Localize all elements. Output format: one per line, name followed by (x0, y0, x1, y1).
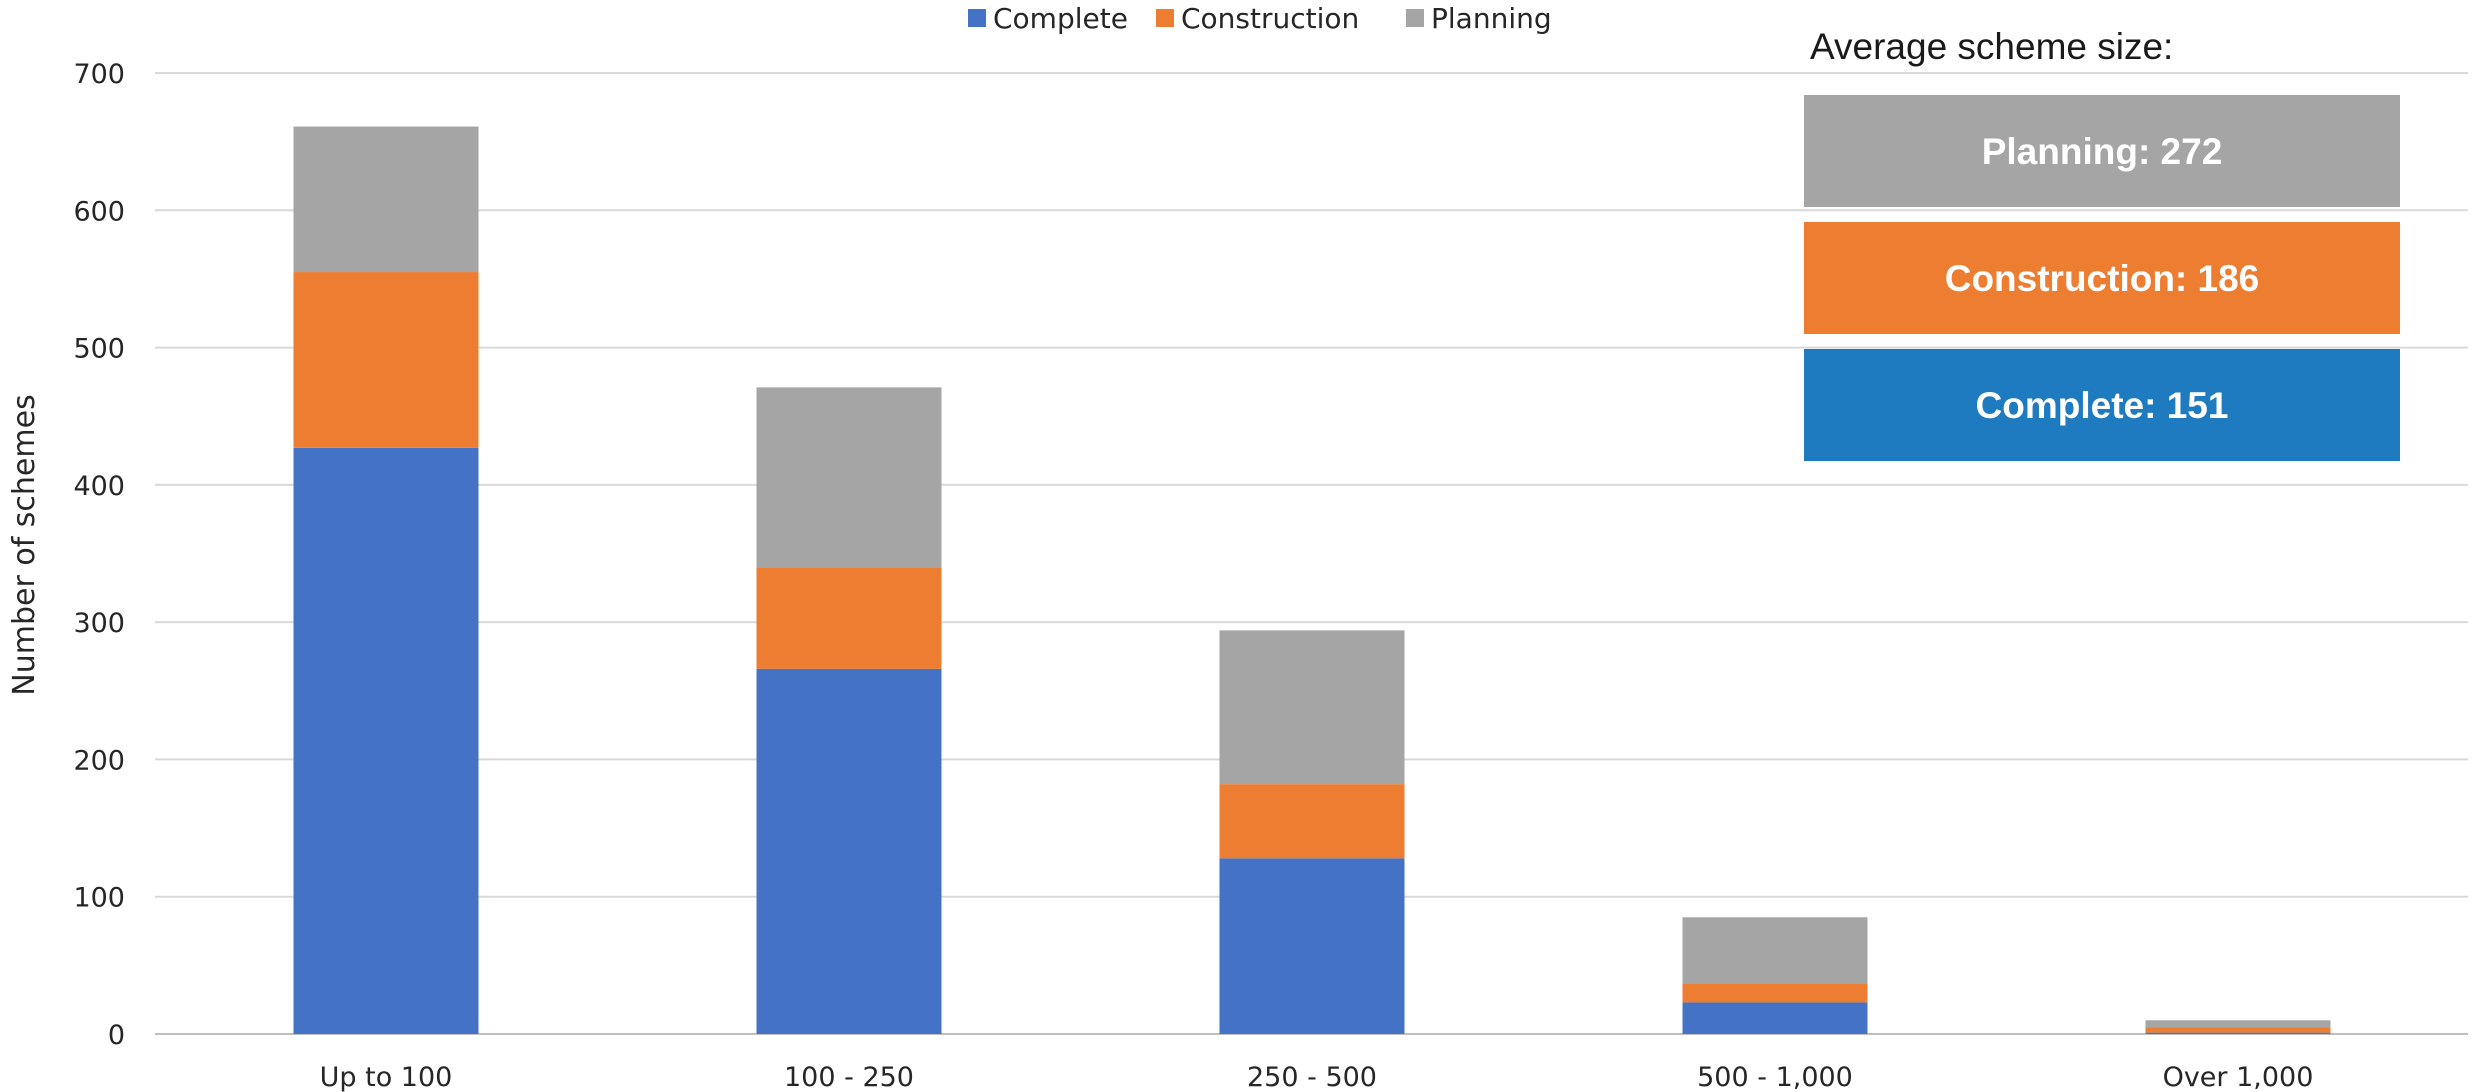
panel-box-label: Planning: 272 (1982, 131, 2223, 172)
bar-complete-1 (293, 447, 479, 1034)
x-tick-label: 100 - 250 (784, 1062, 914, 1092)
y-tick-label: 400 (73, 471, 125, 502)
x-tick-label: 500 - 1,000 (1697, 1062, 1853, 1092)
y-tick-label: 300 (73, 608, 125, 639)
y-axis-tick-labels: 0 100 200 300 400 500 600 700 (73, 59, 125, 1051)
bar-planning-4 (1682, 917, 1868, 984)
panel-box-1 (1804, 95, 2400, 207)
bar-construction-3 (1219, 784, 1405, 859)
legend-swatch-planning (1406, 9, 1424, 27)
y-axis-title: Number of schemes (7, 394, 42, 695)
x-tick-label: Over 1,000 (2163, 1062, 2314, 1092)
y-tick-label: 700 (73, 59, 125, 90)
legend-label-construction: Construction (1181, 2, 1359, 35)
panel-box-label: Construction: 186 (1945, 258, 2260, 299)
legend-label-complete: Complete (993, 2, 1128, 35)
panel-box-3 (1804, 349, 2400, 461)
panel-box-2 (1804, 222, 2400, 334)
legend-swatch-complete (968, 9, 986, 27)
legend: Complete Construction Planning (968, 2, 1552, 35)
y-tick-label: 200 (73, 745, 125, 776)
y-tick-label: 0 (108, 1020, 125, 1051)
bar-construction-5 (2145, 1027, 2331, 1033)
bar-complete-5 (2145, 1032, 2331, 1034)
average-scheme-size-panel: Average scheme size: Planning: 272 Constr… (1804, 26, 2400, 461)
y-tick-label: 100 (73, 883, 125, 914)
bar-construction-2 (756, 567, 942, 669)
y-tick-label: 600 (73, 196, 125, 227)
legend-swatch-construction (1156, 9, 1174, 27)
panel-boxes: Planning: 272 Construction: 186 Complete: … (1804, 95, 2400, 461)
bars (293, 126, 2331, 1034)
bar-planning-5 (2145, 1020, 2331, 1028)
panel-title: Average scheme size: (1810, 26, 2173, 67)
bar-planning-3 (1219, 630, 1405, 785)
x-tick-label: 250 - 500 (1247, 1062, 1377, 1092)
x-tick-label: Up to 100 (320, 1062, 453, 1092)
bar-construction-4 (1682, 983, 1868, 1003)
bar-complete-4 (1682, 1002, 1868, 1034)
y-tick-label: 500 (73, 334, 125, 365)
bar-construction-1 (293, 272, 479, 448)
bar-planning-2 (756, 387, 942, 568)
bar-complete-3 (1219, 858, 1405, 1034)
panel-box-label: Complete: 151 (1976, 385, 2229, 426)
bar-planning-1 (293, 126, 479, 273)
x-axis-tick-labels: Up to 100 100 - 250 250 - 500 500 - 1,000 Ov… (320, 1062, 2314, 1092)
legend-label-planning: Planning (1431, 2, 1552, 35)
bar-complete-2 (756, 668, 942, 1034)
